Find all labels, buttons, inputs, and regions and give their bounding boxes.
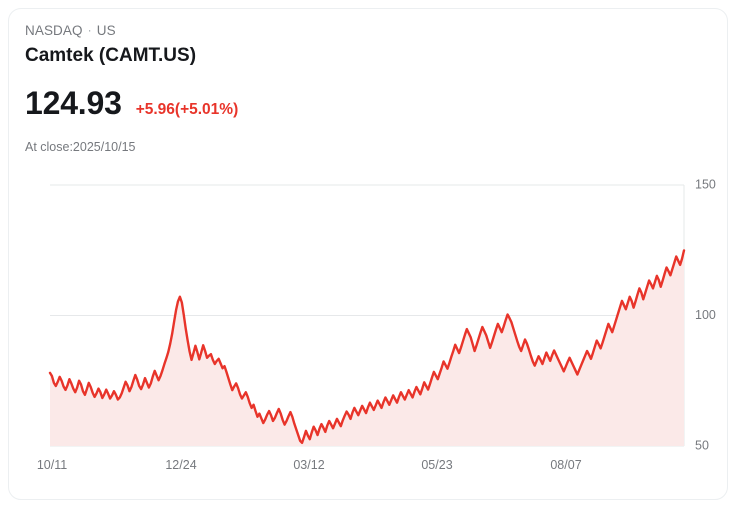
x-tick-label: 05/23 xyxy=(421,458,452,472)
price-value: 124.93 xyxy=(25,85,122,121)
y-axis-ticks: 150 100 50 xyxy=(695,177,716,452)
x-tick-label: 10/11 xyxy=(37,458,67,472)
x-tick-label: 08/07 xyxy=(550,458,581,472)
price-chart[interactable]: 150 100 50 10/11 12/24 03/12 05/23 08/07 xyxy=(9,165,736,475)
quote-header: NASDAQ · US Camtek (CAMT.US) 124.93 +5.96(… xyxy=(25,21,625,155)
market-status: At close:2025/10/15 xyxy=(25,140,136,154)
price-chart-svg[interactable]: 150 100 50 10/11 12/24 03/12 05/23 08/07 xyxy=(9,165,736,475)
separator-dot: · xyxy=(87,23,92,37)
y-tick-label: 50 xyxy=(695,438,709,452)
stock-quote-card: NASDAQ · US Camtek (CAMT.US) 124.93 +5.96(… xyxy=(8,8,728,500)
x-tick-label: 03/12 xyxy=(293,458,324,472)
x-tick-label: 12/24 xyxy=(165,458,196,472)
exchange-label: NASDAQ xyxy=(25,23,83,38)
price-change: +5.96(+5.01%) xyxy=(135,101,239,118)
price-row: 124.93 +5.96(+5.01%) xyxy=(25,84,625,122)
region-label: US xyxy=(96,23,116,38)
x-axis-ticks: 10/11 12/24 03/12 05/23 08/07 xyxy=(37,458,582,472)
y-tick-label: 150 xyxy=(695,177,716,191)
page-title: Camtek (CAMT.US) xyxy=(25,45,197,66)
price-area-fill xyxy=(50,250,684,446)
exchange-row: NASDAQ · US xyxy=(25,21,625,40)
y-tick-label: 100 xyxy=(695,308,716,322)
price-line xyxy=(48,249,686,445)
